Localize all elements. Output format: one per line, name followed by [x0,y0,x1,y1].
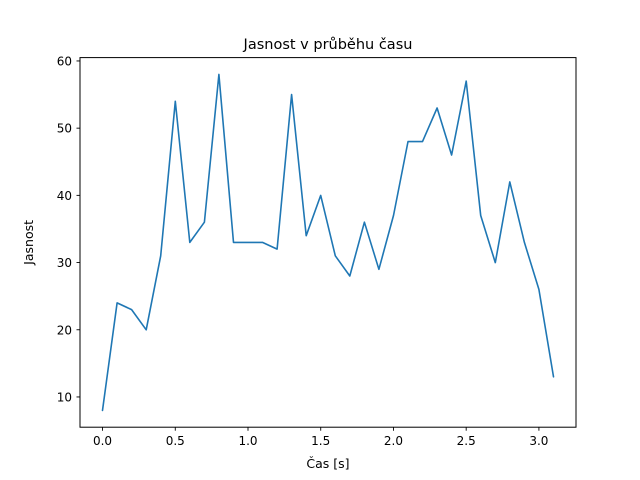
x-tick-label: 3.0 [529,434,548,448]
y-axis-label: Jasnost [21,220,36,266]
x-tick-label: 0.5 [166,434,185,448]
x-tick-label: 1.0 [238,434,257,448]
x-axis-label: Čas [s] [306,456,349,471]
y-tick-label: 40 [57,189,72,203]
y-tick-label: 10 [57,390,72,404]
y-tick-label: 30 [57,256,72,270]
y-tick-label: 50 [57,122,72,136]
x-tick-label: 0.0 [93,434,112,448]
y-axis-ticks: 10 20 30 40 50 60 [57,54,80,404]
x-tick-label: 2.0 [384,434,403,448]
plot-border [79,57,577,428]
data-line [101,73,555,412]
chart-title: Jasnost v průběhu času [243,37,413,53]
x-tick-label: 2.5 [457,434,476,448]
y-tick-label: 60 [57,54,72,68]
y-tick-label: 20 [57,323,72,337]
x-axis-ticks: 0.0 0.5 1.0 1.5 2.0 2.5 3.0 [93,427,548,448]
x-tick-label: 1.5 [311,434,330,448]
